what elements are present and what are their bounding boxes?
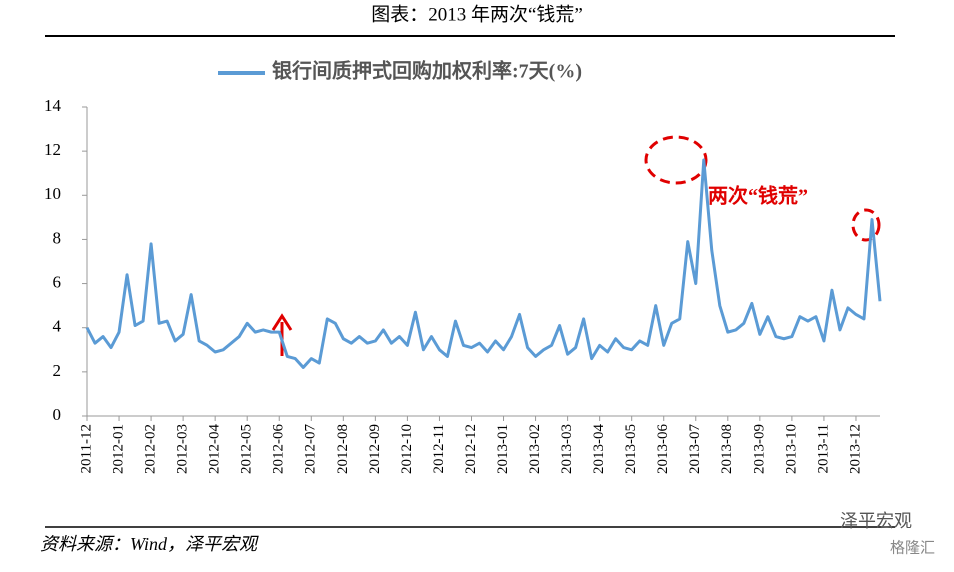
y-tick-label: 2 xyxy=(53,361,62,380)
y-tick-label: 6 xyxy=(53,272,62,291)
highlight-circle xyxy=(851,208,881,242)
x-tick-label: 2013-09 xyxy=(751,424,767,474)
highlight-circle xyxy=(644,135,708,185)
source: 资料来源：Wind，泽平宏观 xyxy=(40,534,259,554)
x-tick-label: 2012-09 xyxy=(367,424,383,474)
arrow-head xyxy=(271,313,293,331)
x-tick-label: 2013-06 xyxy=(655,424,671,474)
x-tick-label: 2013-10 xyxy=(783,424,799,474)
x-tick-label: 2012-11 xyxy=(431,424,447,473)
y-tick-label: 8 xyxy=(53,228,62,247)
chart-title: 图表：2013 年两次“钱荒” xyxy=(371,3,583,25)
watermark2: 格隆汇 xyxy=(890,539,935,556)
x-tick-label: 2013-05 xyxy=(623,424,639,474)
y-tick-label: 12 xyxy=(44,140,61,159)
y-tick-label: 4 xyxy=(53,317,62,336)
x-tick-label: 2012-06 xyxy=(271,424,287,474)
x-tick-label: 2012-02 xyxy=(143,424,159,474)
y-tick-label: 10 xyxy=(44,184,61,203)
x-tick-label: 2013-11 xyxy=(815,424,831,473)
x-tick-label: 2012-03 xyxy=(175,424,191,474)
x-tick-label: 2012-04 xyxy=(207,424,223,474)
x-tick-label: 2013-04 xyxy=(591,424,607,474)
x-tick-label: 2013-07 xyxy=(687,424,703,474)
x-tick-label: 2012-10 xyxy=(399,424,415,474)
x-tick-label: 2013-01 xyxy=(495,424,511,474)
series-line xyxy=(85,158,882,369)
y-tick-label: 14 xyxy=(44,96,62,115)
x-tick-label: 2012-05 xyxy=(239,424,255,474)
x-tick-label: 2012-01 xyxy=(110,424,126,474)
x-tick-label: 2013-02 xyxy=(527,424,543,474)
x-tick-label: 2013-03 xyxy=(559,424,575,474)
y-tick-label: 0 xyxy=(53,405,62,424)
legend-label: 银行间质押式回购加权利率:7天(%) xyxy=(272,59,582,83)
x-tick-label: 2013-12 xyxy=(847,424,863,474)
watermark: 泽平宏观 xyxy=(840,511,912,531)
x-tick-label: 2012-12 xyxy=(463,424,479,474)
x-tick-label: 2012-08 xyxy=(335,424,351,474)
x-tick-label: 2013-08 xyxy=(719,424,735,474)
annotation: 两次“钱荒” xyxy=(708,184,808,208)
x-tick-label: 2012-07 xyxy=(303,424,319,474)
x-tick-label: 2011-12 xyxy=(78,424,94,473)
